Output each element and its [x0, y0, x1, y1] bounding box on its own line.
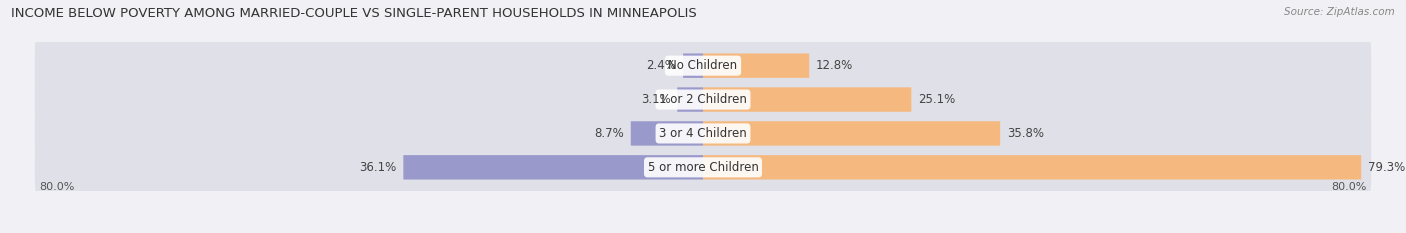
Text: 36.1%: 36.1% — [360, 161, 396, 174]
Text: 80.0%: 80.0% — [1331, 182, 1367, 192]
FancyBboxPatch shape — [683, 53, 703, 78]
Text: 3 or 4 Children: 3 or 4 Children — [659, 127, 747, 140]
FancyBboxPatch shape — [35, 103, 1371, 164]
Text: 25.1%: 25.1% — [918, 93, 955, 106]
Text: 3.1%: 3.1% — [641, 93, 671, 106]
Text: 79.3%: 79.3% — [1368, 161, 1405, 174]
Text: 2.4%: 2.4% — [647, 59, 676, 72]
Text: 80.0%: 80.0% — [39, 182, 75, 192]
Text: 5 or more Children: 5 or more Children — [648, 161, 758, 174]
FancyBboxPatch shape — [703, 87, 911, 112]
FancyBboxPatch shape — [35, 35, 1371, 96]
FancyBboxPatch shape — [35, 137, 1371, 198]
Text: Source: ZipAtlas.com: Source: ZipAtlas.com — [1284, 7, 1395, 17]
Text: 35.8%: 35.8% — [1007, 127, 1043, 140]
FancyBboxPatch shape — [404, 155, 703, 180]
Text: 12.8%: 12.8% — [815, 59, 853, 72]
FancyBboxPatch shape — [703, 53, 810, 78]
FancyBboxPatch shape — [35, 69, 1371, 130]
Text: INCOME BELOW POVERTY AMONG MARRIED-COUPLE VS SINGLE-PARENT HOUSEHOLDS IN MINNEAP: INCOME BELOW POVERTY AMONG MARRIED-COUPL… — [11, 7, 697, 20]
Text: 1 or 2 Children: 1 or 2 Children — [659, 93, 747, 106]
FancyBboxPatch shape — [678, 87, 703, 112]
Text: No Children: No Children — [668, 59, 738, 72]
FancyBboxPatch shape — [631, 121, 703, 146]
FancyBboxPatch shape — [703, 155, 1361, 180]
FancyBboxPatch shape — [703, 121, 1000, 146]
Text: 8.7%: 8.7% — [595, 127, 624, 140]
